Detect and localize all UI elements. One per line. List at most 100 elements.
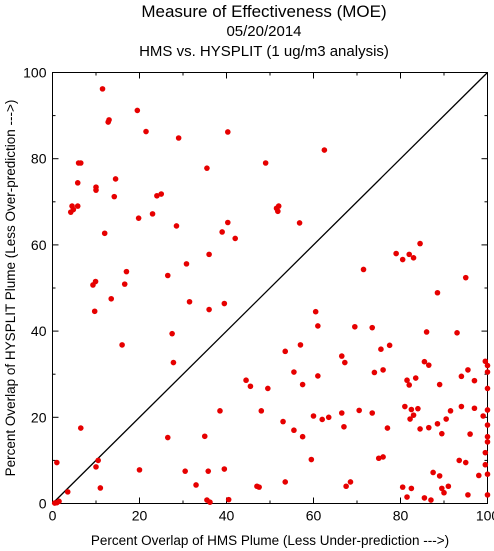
data-point [484, 422, 491, 428]
data-point [343, 483, 349, 490]
data-point [206, 251, 212, 258]
data-point [225, 129, 231, 135]
data-point [458, 373, 465, 380]
data-point [484, 385, 491, 392]
data-point [275, 208, 281, 215]
data-point [111, 193, 118, 200]
data-point [484, 369, 491, 375]
data-point [369, 410, 376, 416]
data-point [484, 433, 491, 440]
data-point [247, 383, 254, 390]
data-point [423, 329, 430, 335]
data-point [232, 235, 238, 242]
data-point [136, 467, 143, 473]
data-point [56, 498, 62, 505]
data-point [243, 377, 249, 384]
data-point [425, 362, 432, 368]
data-point [371, 369, 378, 376]
data-point [415, 405, 421, 412]
data-point [182, 468, 188, 474]
data-point [206, 306, 212, 313]
data-point [201, 433, 208, 440]
data-point [482, 449, 489, 456]
data-point [135, 215, 142, 221]
axis-ticks: 0 20 40 60 80 100 0 20 40 60 80 100 [23, 65, 494, 524]
data-point [219, 229, 225, 235]
data-point [430, 469, 436, 476]
data-point [164, 272, 171, 279]
data-point [299, 433, 306, 440]
data-point [204, 165, 210, 171]
data-point [175, 135, 182, 141]
data-point [121, 281, 128, 287]
data-point [378, 346, 384, 353]
data-point [447, 408, 454, 414]
data-point [299, 381, 306, 388]
data-point [384, 425, 391, 431]
data-point [291, 369, 297, 375]
data-point [443, 416, 449, 422]
x-tick-label: 100 [476, 508, 494, 524]
y-tick-label: 100 [23, 65, 47, 81]
data-point [360, 266, 367, 273]
data-point [407, 416, 413, 422]
data-point [341, 423, 347, 430]
data-point [421, 495, 428, 501]
data-point [462, 459, 469, 466]
data-point [282, 348, 289, 355]
chart-date: 05/20/2014 [226, 23, 301, 40]
data-point [258, 408, 265, 414]
data-point [207, 499, 213, 506]
data-point [291, 427, 297, 434]
data-point [436, 473, 443, 479]
x-tick-label: 0 [49, 508, 57, 524]
data-point [408, 485, 415, 492]
data-point [467, 431, 473, 437]
data-point [352, 323, 358, 330]
data-point [173, 223, 180, 229]
data-point [54, 459, 60, 466]
data-point [386, 342, 393, 349]
y-tick-label: 40 [31, 323, 47, 339]
data-point [402, 403, 408, 410]
data-point [64, 489, 71, 495]
data-point [193, 482, 199, 488]
y-tick-label: 0 [39, 496, 47, 512]
data-point [482, 461, 489, 468]
data-point [417, 426, 423, 432]
x-tick-label: 40 [219, 508, 235, 524]
data-point [480, 413, 486, 419]
data-point [217, 408, 223, 414]
data-point [90, 282, 96, 288]
data-point [380, 454, 386, 460]
data-point [482, 358, 489, 365]
data-point [454, 330, 460, 336]
data-point [441, 489, 447, 496]
data-point [112, 176, 119, 182]
data-point [123, 268, 130, 275]
data-point [476, 472, 482, 479]
data-point [417, 240, 423, 247]
data-point [404, 377, 410, 384]
data-point [393, 250, 399, 257]
data-point [282, 479, 289, 485]
data-point [484, 492, 491, 498]
data-point [356, 407, 362, 414]
data-point [471, 405, 478, 412]
data-point [99, 86, 106, 92]
data-point [297, 342, 304, 348]
data-point [484, 362, 491, 369]
x-axis-label: Percent Overlap of HMS Plume (Less Under… [91, 533, 449, 548]
data-point [484, 471, 491, 477]
data-point [262, 160, 269, 166]
data-point [458, 403, 465, 410]
data-point [77, 425, 84, 431]
data-point [154, 192, 160, 199]
chart-subtitle: HMS vs. HYSPLIT (1 ug/m3 analysis) [139, 43, 389, 60]
data-point [342, 359, 348, 366]
data-point [74, 180, 81, 186]
data-point [445, 483, 452, 490]
data-point [399, 484, 406, 490]
data-point [321, 147, 328, 153]
